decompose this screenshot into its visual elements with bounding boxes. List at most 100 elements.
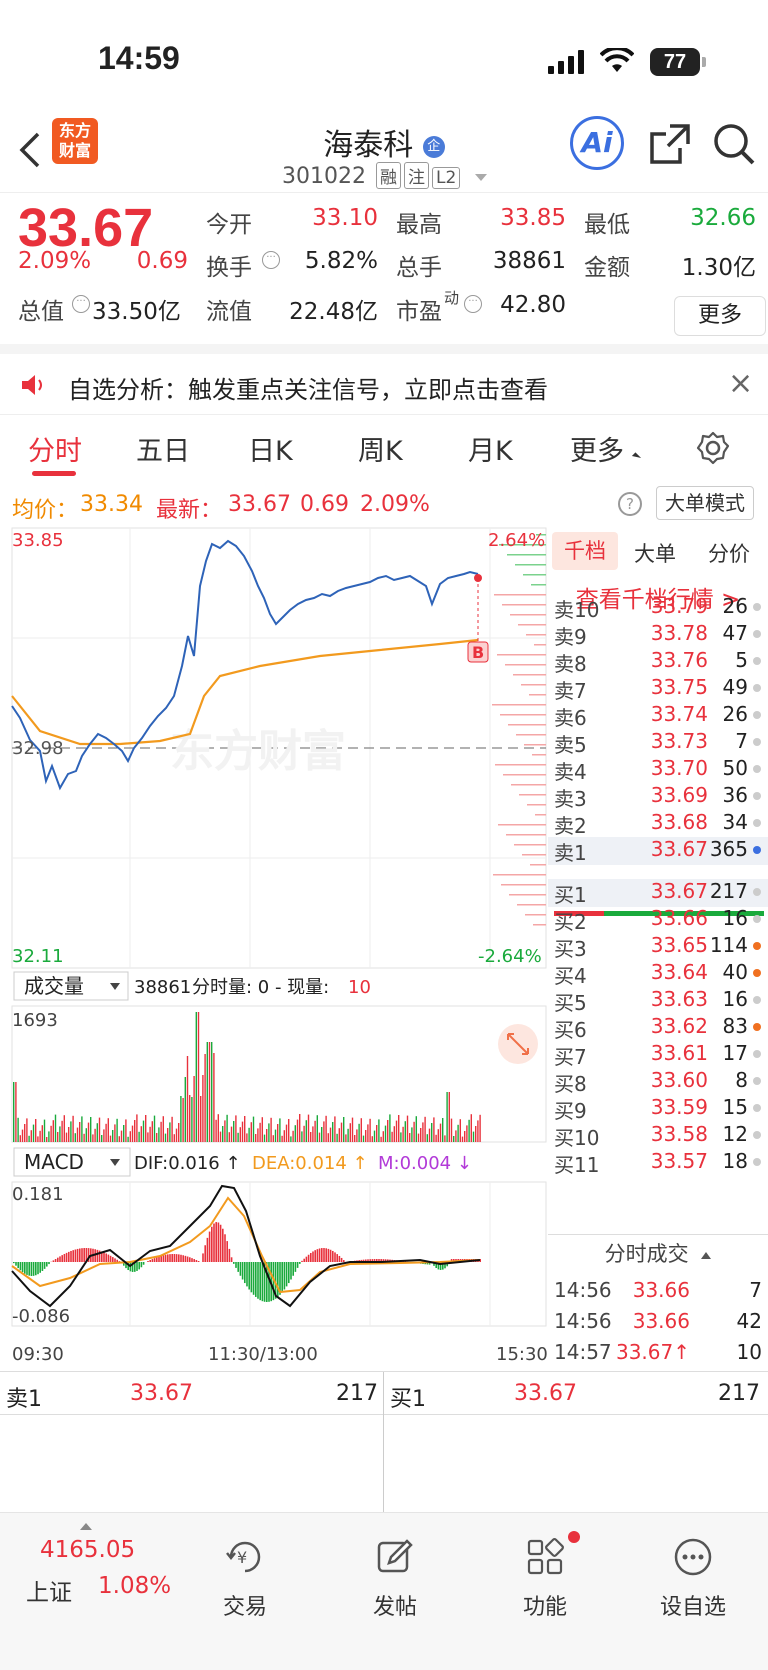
- nav-trade[interactable]: ¥ 交易: [190, 1537, 300, 1621]
- ask-row[interactable]: 卖4 33.70 50: [548, 756, 768, 784]
- ask-row[interactable]: 卖8 33.76 5: [548, 648, 768, 676]
- bid-row[interactable]: 买6 33.62 83: [548, 1014, 768, 1042]
- nav-add-watchlist[interactable]: 设自选: [638, 1537, 748, 1621]
- macd-bar: [252, 1262, 255, 1295]
- macd-bar: [21, 1262, 24, 1273]
- tab-five-day[interactable]: 五日: [136, 436, 190, 467]
- ai-button[interactable]: Ai: [570, 116, 624, 170]
- macd-bar: [371, 1259, 374, 1262]
- volume-bar: [316, 1115, 318, 1142]
- back-icon[interactable]: [18, 130, 42, 170]
- nav-functions[interactable]: 功能: [490, 1531, 600, 1621]
- bid-volume: 114: [709, 933, 748, 957]
- price-line: [11, 539, 479, 791]
- volume-selector[interactable]: [13, 971, 129, 1001]
- bid-row[interactable]: 买5 33.63 16: [548, 987, 768, 1015]
- ask-row[interactable]: 卖9 33.78 47: [548, 621, 768, 649]
- order-dot-icon: [753, 969, 761, 977]
- big-order-mode-button[interactable]: 大单模式: [656, 486, 754, 520]
- share-icon[interactable]: [648, 122, 692, 166]
- macd-bar: [310, 1253, 312, 1262]
- index-value[interactable]: 4165.05: [40, 1537, 136, 1563]
- volume-bar: [211, 1042, 213, 1142]
- ask-row[interactable]: 卖6 33.74 26: [548, 702, 768, 730]
- help-icon[interactable]: ?: [618, 492, 642, 516]
- buy-marker-badge[interactable]: [467, 641, 489, 663]
- volume-label: 总手: [396, 255, 442, 281]
- tab-more[interactable]: 更多: [570, 436, 624, 467]
- pe-label[interactable]: 市盈: [396, 299, 442, 325]
- book-tab-big-order[interactable]: 大单: [634, 542, 676, 566]
- ask-row[interactable]: 卖2 33.68 34: [548, 810, 768, 838]
- bid-row[interactable]: 买8 33.60 8: [548, 1068, 768, 1096]
- macd-bar: [70, 1250, 72, 1262]
- volume-bar: [120, 1130, 123, 1142]
- macd-bar: [197, 1260, 200, 1262]
- stock-code: 301022: [282, 164, 366, 189]
- macd-bar: [107, 1254, 110, 1262]
- macd-bar: [294, 1262, 297, 1272]
- volume-bar: [442, 1118, 444, 1142]
- macd-bar: [222, 1228, 224, 1262]
- bid-row[interactable]: 买3 33.65 114: [548, 933, 768, 961]
- app-logo[interactable]: 东方 财富: [52, 118, 98, 164]
- intraday-chart-area[interactable]: 东方财富 B 33.85 32.98 32.11 2.64% -2.64% 成交…: [0, 526, 548, 1371]
- bid-row[interactable]: 买11 33.57 18: [548, 1149, 768, 1177]
- tab-weekly-k[interactable]: 周K: [358, 436, 403, 467]
- more-button[interactable]: 更多: [674, 296, 766, 336]
- order-dot-icon: [753, 1023, 761, 1031]
- bid-row[interactable]: 买1 33.67 217: [548, 879, 768, 907]
- intraday-chart[interactable]: 东方财富 B 33.85 32.98 32.11 2.64% -2.64% 成交…: [0, 526, 548, 1371]
- volume-bar: [422, 1122, 424, 1142]
- ask-row[interactable]: 卖3 33.69 36: [548, 783, 768, 811]
- ask-row[interactable]: 卖1 33.67 365: [548, 837, 768, 865]
- nav-post[interactable]: 发帖: [340, 1537, 450, 1621]
- close-icon[interactable]: ×: [728, 366, 754, 401]
- macd-bar: [186, 1256, 189, 1262]
- settings-icon[interactable]: [696, 431, 730, 465]
- bid-row[interactable]: 买7 33.61 17: [548, 1041, 768, 1069]
- info-icon[interactable]: ···: [464, 295, 482, 313]
- volume-bar: [219, 1131, 222, 1142]
- trade-time: 14:57: [554, 1340, 612, 1364]
- bid-row[interactable]: 买10 33.58 12: [548, 1122, 768, 1150]
- index-name[interactable]: 上证: [26, 1580, 72, 1606]
- macd-bar: [435, 1262, 437, 1269]
- info-icon[interactable]: ···: [262, 251, 280, 269]
- volume-bar: [138, 1131, 140, 1142]
- volume-bar: [314, 1120, 316, 1142]
- volume-bar: [85, 1128, 87, 1142]
- ask-row[interactable]: 卖7 33.75 49: [548, 675, 768, 703]
- book-tab-depth[interactable]: 千档: [552, 532, 618, 570]
- tab-monthly-k[interactable]: 月K: [468, 436, 513, 467]
- search-icon[interactable]: [712, 122, 756, 166]
- stock-code-row[interactable]: 301022 融注 L2: [282, 162, 488, 189]
- tab-daily-k[interactable]: 日K: [248, 436, 293, 467]
- index-percent[interactable]: 1.08%: [98, 1573, 172, 1599]
- macd-bar: [81, 1248, 83, 1262]
- svg-text:¥: ¥: [237, 1548, 247, 1567]
- ask-volume: 36: [722, 783, 748, 807]
- bid-row[interactable]: 买2 33.66 16: [548, 906, 768, 934]
- depth-market-link[interactable]: 查看千档行情 >: [575, 587, 741, 613]
- market-cap-label[interactable]: 总值: [18, 299, 64, 325]
- volume-bar: [204, 1054, 206, 1142]
- macd-selector[interactable]: [13, 1147, 131, 1177]
- ask-row[interactable]: 卖10 33.79 26: [548, 594, 768, 622]
- book-tab-price[interactable]: 分价: [708, 542, 750, 566]
- bid-level-label: 买6: [554, 1018, 587, 1042]
- notice-bar[interactable]: 自选分析：触发重点关注信号，立即点击查看 ×: [0, 344, 768, 414]
- bid-row[interactable]: 买9 33.59 15: [548, 1095, 768, 1123]
- depth-bar: [513, 674, 546, 676]
- trades-header[interactable]: 分时成交: [548, 1238, 768, 1268]
- macd-bar: [301, 1260, 303, 1262]
- ask-row[interactable]: 卖5 33.73 7: [548, 729, 768, 757]
- bid-row[interactable]: 买4 33.64 40: [548, 960, 768, 988]
- turnover-label[interactable]: 换手: [206, 255, 252, 281]
- depth-bar: [516, 734, 546, 736]
- bid-volume: 15: [722, 1095, 748, 1119]
- depth-bar: [493, 874, 546, 876]
- tab-intraday[interactable]: 分时: [28, 436, 82, 467]
- info-icon[interactable]: ···: [72, 295, 90, 313]
- stock-title[interactable]: 海泰科 企: [0, 120, 768, 164]
